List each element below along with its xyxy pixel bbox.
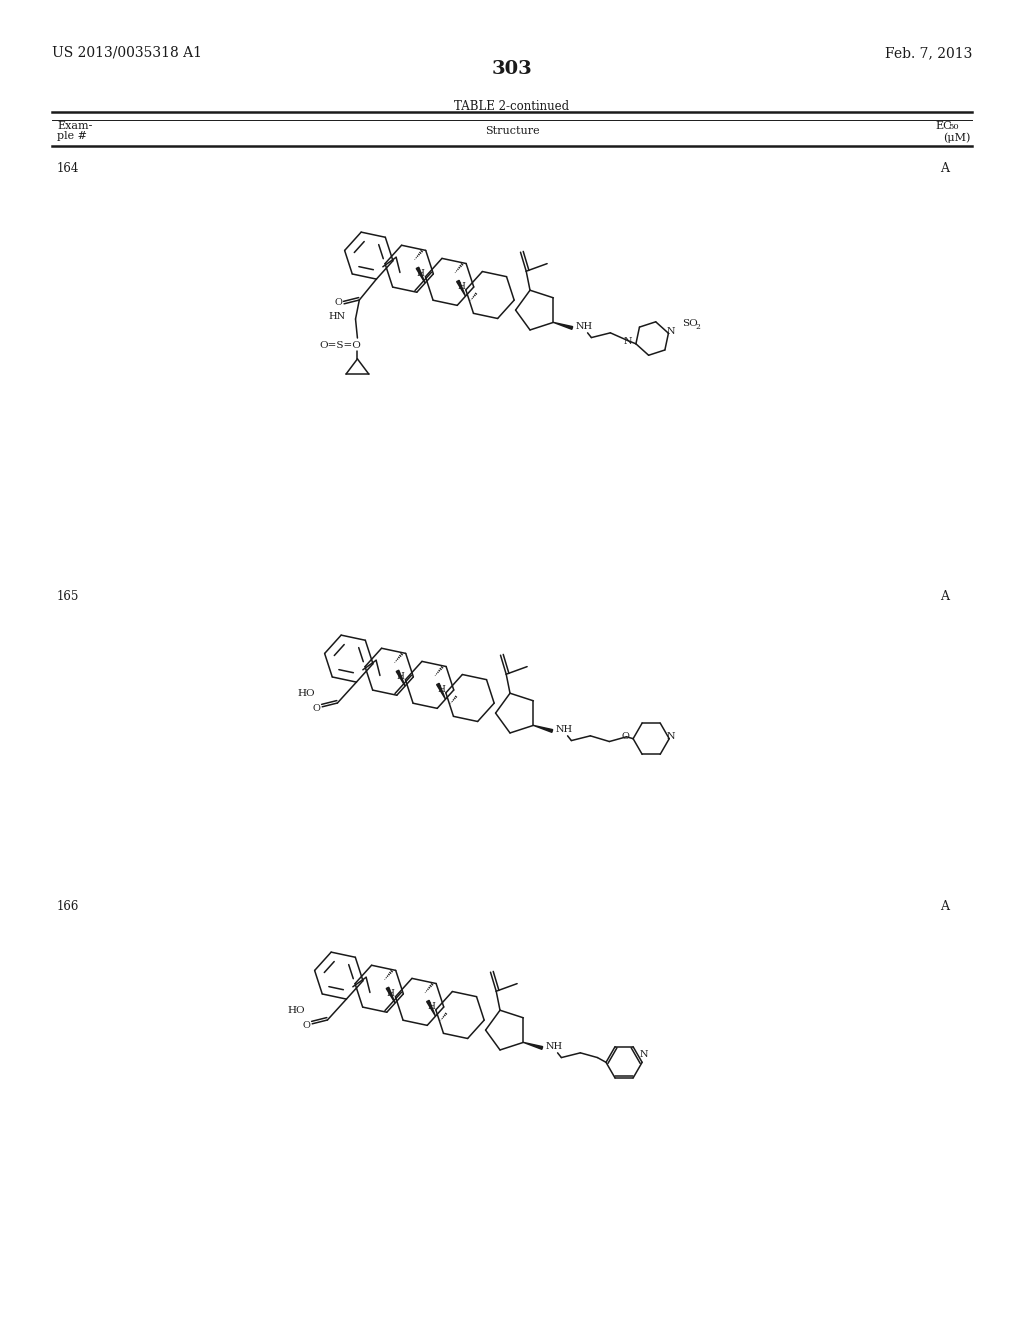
Polygon shape <box>523 1043 543 1049</box>
Text: N: N <box>666 327 675 335</box>
Text: O: O <box>622 733 630 742</box>
Text: Structure: Structure <box>484 125 540 136</box>
Text: 2: 2 <box>695 323 700 331</box>
Text: HO: HO <box>287 1006 304 1015</box>
Text: HN: HN <box>329 312 346 321</box>
Text: A: A <box>940 162 949 176</box>
Polygon shape <box>416 267 425 282</box>
Text: Exam-: Exam- <box>57 121 92 131</box>
Text: H: H <box>387 989 395 998</box>
Text: (μM): (μM) <box>943 132 971 143</box>
Text: H: H <box>397 672 404 681</box>
Text: 164: 164 <box>57 162 80 176</box>
Text: A: A <box>940 900 949 913</box>
Text: TABLE 2-continued: TABLE 2-continued <box>455 100 569 114</box>
Text: NH: NH <box>575 322 592 331</box>
Text: A: A <box>940 590 949 603</box>
Polygon shape <box>534 726 553 733</box>
Text: O: O <box>312 705 321 713</box>
Text: H: H <box>437 685 445 694</box>
Text: O: O <box>334 298 342 308</box>
Text: NH: NH <box>555 725 572 734</box>
Text: H: H <box>427 1002 435 1011</box>
Text: ple #: ple # <box>57 131 87 141</box>
Polygon shape <box>457 280 466 296</box>
Polygon shape <box>553 322 572 330</box>
Text: N: N <box>624 338 633 346</box>
Polygon shape <box>386 987 395 1003</box>
Text: HO: HO <box>297 689 314 698</box>
Polygon shape <box>427 1001 435 1016</box>
Text: O=S=O: O=S=O <box>319 341 361 350</box>
Text: H: H <box>417 269 425 279</box>
Text: 165: 165 <box>57 590 80 603</box>
Text: H: H <box>458 282 465 290</box>
Text: 166: 166 <box>57 900 80 913</box>
Polygon shape <box>436 684 445 700</box>
Text: US 2013/0035318 A1: US 2013/0035318 A1 <box>52 46 202 59</box>
Text: 303: 303 <box>492 59 532 78</box>
Text: SO: SO <box>682 319 697 329</box>
Text: NH: NH <box>545 1041 562 1051</box>
Text: EC: EC <box>935 121 951 131</box>
Text: N: N <box>640 1049 648 1059</box>
Text: O: O <box>302 1022 310 1031</box>
Polygon shape <box>396 671 406 686</box>
Text: N: N <box>667 733 676 742</box>
Text: 50: 50 <box>948 123 958 131</box>
Text: Feb. 7, 2013: Feb. 7, 2013 <box>885 46 972 59</box>
